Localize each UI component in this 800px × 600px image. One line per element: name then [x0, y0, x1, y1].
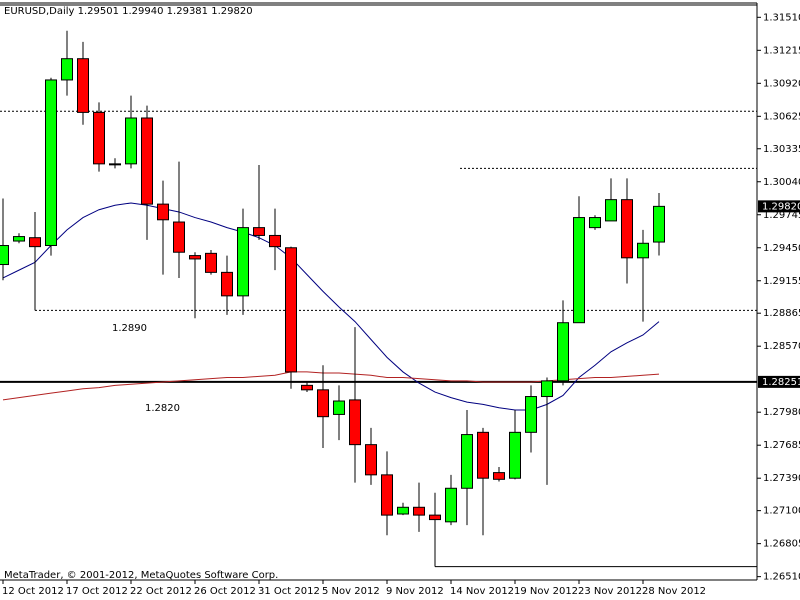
- candle-body: [429, 514, 441, 521]
- y-tick-label: 1.29745: [763, 210, 800, 221]
- candle-body: [333, 400, 345, 415]
- candle-body: [541, 380, 553, 398]
- candle-body: [205, 252, 217, 273]
- x-tick-label: 23 Nov 2012: [578, 586, 642, 597]
- x-tick-label: 19 Nov 2012: [514, 586, 578, 597]
- y-tick-label: 1.30040: [763, 177, 800, 188]
- candle-body: [269, 234, 281, 248]
- candle-body: [461, 434, 473, 489]
- candle-body: [621, 199, 633, 259]
- candle-body: [13, 236, 25, 242]
- candle-body: [141, 117, 153, 205]
- candle-body: [221, 271, 233, 297]
- y-tick-label: 1.28865: [763, 308, 800, 319]
- candle-body: [157, 203, 169, 221]
- y-tick-label: 1.27390: [763, 473, 800, 484]
- candle-body: [493, 472, 505, 480]
- moving-average: [2, 202, 660, 411]
- candle-body: [93, 111, 105, 165]
- candle-body: [349, 399, 361, 446]
- x-tick-label: 17 Oct 2012: [66, 586, 128, 597]
- candle-body: [653, 205, 665, 243]
- candle-body: [29, 237, 41, 248]
- y-tick-label: 1.28570: [763, 341, 800, 352]
- x-tick-label: 22 Oct 2012: [130, 586, 192, 597]
- y-tick-label: 1.31510: [763, 12, 800, 23]
- x-tick-label: 14 Nov 2012: [450, 586, 514, 597]
- annotation: 1.2890: [112, 323, 147, 334]
- candle-body: [317, 389, 329, 418]
- footer: MetaTrader, © 2001-2012, MetaQuotes Soft…: [4, 570, 278, 581]
- x-tick-label: 28 Nov 2012: [642, 586, 706, 597]
- x-tick-label: 9 Nov 2012: [386, 586, 444, 597]
- candle-body: [253, 227, 265, 236]
- candle-body: [285, 247, 297, 373]
- candle-body: [605, 199, 617, 222]
- candle-body: [125, 117, 137, 165]
- x-tick-label: 12 Oct 2012: [2, 586, 64, 597]
- candle-body: [61, 58, 73, 81]
- price-label-box: [758, 200, 800, 213]
- candle-body: [381, 474, 393, 516]
- y-tick-label: 1.26805: [763, 539, 800, 550]
- candle-body: [477, 431, 489, 479]
- candle-body: [445, 487, 457, 523]
- y-tick-label: 1.27980: [763, 407, 800, 418]
- candle-body: [189, 255, 201, 260]
- y-tick-label: 1.30920: [763, 78, 800, 89]
- candle-body: [397, 506, 409, 515]
- y-tick-label: 1.27100: [763, 506, 800, 517]
- candle-body: [173, 221, 185, 253]
- candle-body: [509, 431, 521, 479]
- price-label: 1.29820: [762, 201, 800, 212]
- y-tick-label: 1.29155: [763, 276, 800, 287]
- candle-body: [573, 217, 585, 324]
- candle-body: [365, 444, 377, 476]
- y-tick-label: 1.26510: [763, 572, 800, 583]
- price-label: 1.28251: [762, 377, 800, 388]
- x-tick-label: 5 Nov 2012: [322, 586, 380, 597]
- candle-body: [413, 506, 425, 516]
- candle-body: [589, 217, 601, 229]
- y-tick-label: 1.27685: [763, 440, 800, 451]
- candle-body: [525, 396, 537, 433]
- y-tick-label: 1.29450: [763, 243, 800, 254]
- header: EURUSD,Daily 1.29501 1.29940 1.29381 1.2…: [4, 6, 253, 17]
- candle-body: [77, 58, 89, 113]
- annotation: 1.2820: [145, 403, 180, 414]
- y-tick-label: 1.31215: [763, 45, 800, 56]
- x-tick-label: 31 Oct 2012: [258, 586, 320, 597]
- price-label-box: [758, 375, 800, 388]
- y-tick-label: 1.30625: [763, 111, 800, 122]
- candle-body: [0, 245, 9, 266]
- candle-body: [109, 163, 121, 166]
- candle-body: [557, 322, 569, 382]
- candle-body: [45, 79, 57, 247]
- candle-body: [301, 384, 313, 391]
- candle-body: [637, 242, 649, 259]
- x-tick-label: 26 Oct 2012: [194, 586, 256, 597]
- candle-body: [237, 227, 249, 297]
- y-tick-label: 1.30335: [763, 144, 800, 155]
